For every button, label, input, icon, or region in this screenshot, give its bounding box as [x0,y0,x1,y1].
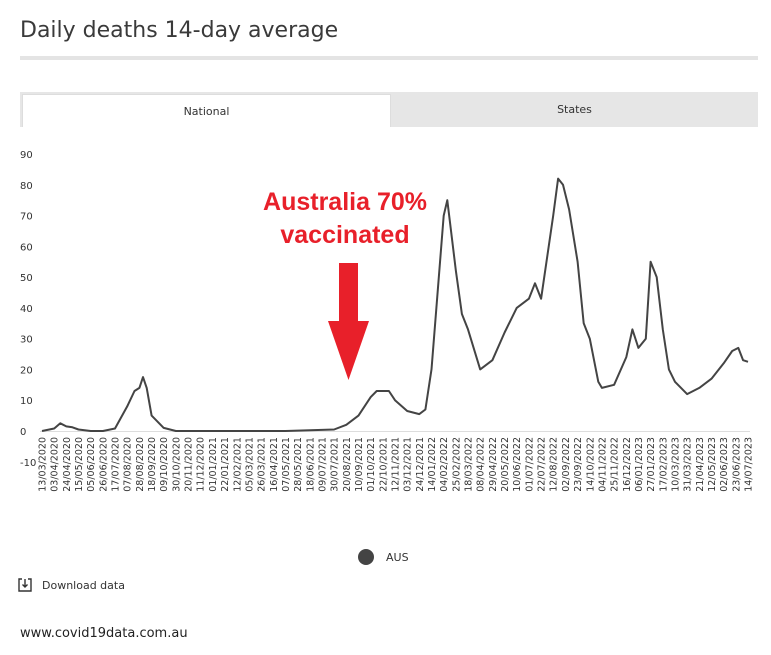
x-tick-label: 10/03/2023 [670,437,681,492]
annotation-line-2: vaccinated [280,221,410,249]
x-tick-label: 16/12/2022 [622,437,633,492]
x-tick-label: 11/12/2020 [196,437,207,492]
x-tick-label: 12/02/2021 [232,437,243,492]
x-tick-label: 07/05/2021 [281,437,292,492]
x-tick-label: 18/06/2021 [305,437,316,492]
x-tick-label: 15/05/2020 [74,437,85,492]
page-title: Daily deaths 14-day average [20,18,339,43]
x-tick-label: 03/04/2020 [50,437,61,492]
x-tick-label: 16/04/2021 [269,437,280,492]
x-tick-label: 10/09/2021 [354,437,365,492]
tab-national[interactable]: National [22,94,391,127]
x-tick-label: 25/02/2022 [451,437,462,492]
y-tick-label: 60 [20,242,33,253]
x-tick-label: 29/04/2022 [488,437,499,492]
y-tick-label: -10 [20,458,36,469]
x-tick-label: 28/05/2021 [293,437,304,492]
x-tick-label: 01/01/2021 [208,437,219,492]
y-tick-label: 50 [20,273,33,284]
x-tick-label: 18/03/2022 [464,437,475,492]
x-tick-label: 01/07/2022 [524,437,535,492]
x-tick-label: 17/07/2020 [111,437,122,492]
annotation-arrow-head [328,321,369,380]
x-tick-label: 22/01/2021 [220,437,231,492]
series-line-aus [41,177,749,432]
y-tick-label: 70 [20,212,33,223]
x-tick-label: 05/06/2020 [86,437,97,492]
x-tick-label: 05/03/2021 [244,437,255,492]
x-tick-label: 24/04/2020 [62,437,73,492]
x-tick-label: 12/08/2022 [549,437,560,492]
x-tick-label: 13/03/2020 [38,437,49,492]
x-tick-label: 14/07/2023 [744,437,755,492]
title-divider [20,56,758,60]
x-tick-label: 20/08/2021 [342,437,353,492]
x-tick-label: 23/06/2023 [731,437,742,492]
x-tick-label: 02/09/2022 [561,437,572,492]
download-data-label: Download data [42,578,125,592]
x-tick-label: 12/11/2021 [391,437,402,492]
download-data-button[interactable]: Download data [18,578,125,592]
x-tick-label: 22/10/2021 [378,437,389,492]
tab-bar: National States [20,92,758,127]
y-tick-label: 90 [20,150,33,161]
y-tick-label: 80 [20,181,33,192]
x-tick-label: 14/01/2022 [427,437,438,492]
legend-label-aus: AUS [386,550,409,564]
x-tick-label: 20/11/2020 [184,437,195,492]
legend-marker-aus [358,549,374,565]
source-url: www.covid19data.com.au [20,626,188,641]
x-tick-label: 07/08/2020 [123,437,134,492]
x-tick-label: 06/01/2023 [634,437,645,492]
x-tick-label: 17/02/2023 [658,437,669,492]
chart-annotation: Australia 70% vaccinated [240,186,450,252]
y-tick-label: 20 [20,365,33,376]
x-tick-label: 03/12/2021 [403,437,414,492]
x-tick-label: 18/09/2020 [147,437,158,492]
x-tick-label: 26/06/2020 [98,437,109,492]
x-tick-label: 08/04/2022 [476,437,487,492]
x-tick-label: 24/12/2021 [415,437,426,492]
x-tick-label: 21/04/2023 [695,437,706,492]
x-tick-label: 30/07/2021 [330,437,341,492]
x-tick-label: 26/03/2021 [257,437,268,492]
x-tick-label: 09/10/2020 [159,437,170,492]
x-tick-label: 04/02/2022 [439,437,450,492]
tab-states[interactable]: States [557,103,592,116]
x-tick-label: 14/10/2022 [585,437,596,492]
x-tick-label: 23/09/2022 [573,437,584,492]
x-tick-label: 20/05/2022 [500,437,511,492]
x-tick-label: 01/10/2021 [366,437,377,492]
x-tick-label: 09/07/2021 [317,437,328,492]
y-tick-label: 10 [20,396,33,407]
chart-legend[interactable]: AUS [358,549,409,565]
x-tick-label: 25/11/2022 [610,437,621,492]
annotation-arrow-shaft [339,263,358,323]
x-tick-label: 28/08/2020 [135,437,146,492]
x-tick-label: 02/06/2023 [719,437,730,492]
download-icon [18,578,32,592]
x-tick-label: 31/03/2023 [683,437,694,492]
x-tick-label: 30/10/2020 [171,437,182,492]
x-tick-label: 22/07/2022 [537,437,548,492]
x-tick-label: 27/01/2023 [646,437,657,492]
y-tick-label: 40 [20,304,33,315]
x-tick-label: 04/11/2022 [597,437,608,492]
annotation-line-1: Australia 70% [263,188,427,216]
y-tick-label: 0 [20,427,26,438]
y-tick-label: 30 [20,335,33,346]
x-tick-label: 10/06/2022 [512,437,523,492]
x-tick-label: 12/05/2023 [707,437,718,492]
